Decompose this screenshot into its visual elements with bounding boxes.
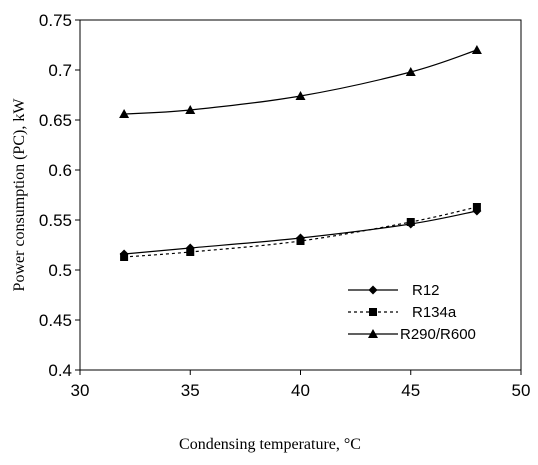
y-axis-title: Power consumption (PC), kW [11, 98, 28, 292]
x-tick-label: 30 [71, 381, 90, 400]
data-point-triangle [405, 67, 416, 76]
y-tick-label: 0.7 [48, 61, 72, 80]
y-tick-label: 0.6 [48, 161, 72, 180]
x-tick-label: 45 [401, 381, 420, 400]
x-axis-title: Condensing temperature, °C [179, 436, 361, 453]
data-point-triangle [185, 105, 196, 114]
data-point-triangle [119, 109, 130, 118]
data-point-square [296, 237, 305, 245]
y-tick-label: 0.75 [39, 11, 72, 30]
series-layer [119, 45, 482, 261]
y-tick-label: 0.45 [39, 311, 72, 330]
data-point-diamond [368, 285, 378, 295]
series-r290-r600 [119, 45, 482, 118]
data-point-square [472, 203, 481, 211]
data-point-triangle [295, 91, 306, 100]
data-point-square [186, 248, 195, 256]
data-point-square [120, 253, 129, 261]
data-point-square [406, 218, 415, 226]
series-line [124, 210, 478, 255]
data-point-triangle [471, 45, 482, 54]
y-tick-label: 0.4 [48, 361, 72, 380]
legend-label: R290/R600 [400, 326, 476, 343]
x-tick-label: 40 [291, 381, 310, 400]
series-r12 [119, 206, 482, 259]
x-axis: 30 35 40 45 50 [71, 370, 531, 400]
data-point-triangle [368, 329, 378, 338]
legend-label: R12 [412, 282, 440, 299]
y-axis: 0.4 0.45 0.5 0.55 0.6 0.65 0.7 0.75 [39, 11, 80, 380]
x-tick-label: 35 [181, 381, 200, 400]
series-r134a [120, 203, 481, 261]
legend: R12 R134a R290/R600 [348, 282, 476, 343]
series-line [124, 49, 478, 115]
y-tick-label: 0.5 [48, 261, 72, 280]
data-point-square [369, 308, 377, 316]
x-tick-label: 50 [512, 381, 531, 400]
legend-label: R134a [412, 304, 457, 321]
y-tick-label: 0.65 [39, 111, 72, 130]
y-tick-label: 0.55 [39, 211, 72, 230]
series-line [124, 206, 478, 258]
